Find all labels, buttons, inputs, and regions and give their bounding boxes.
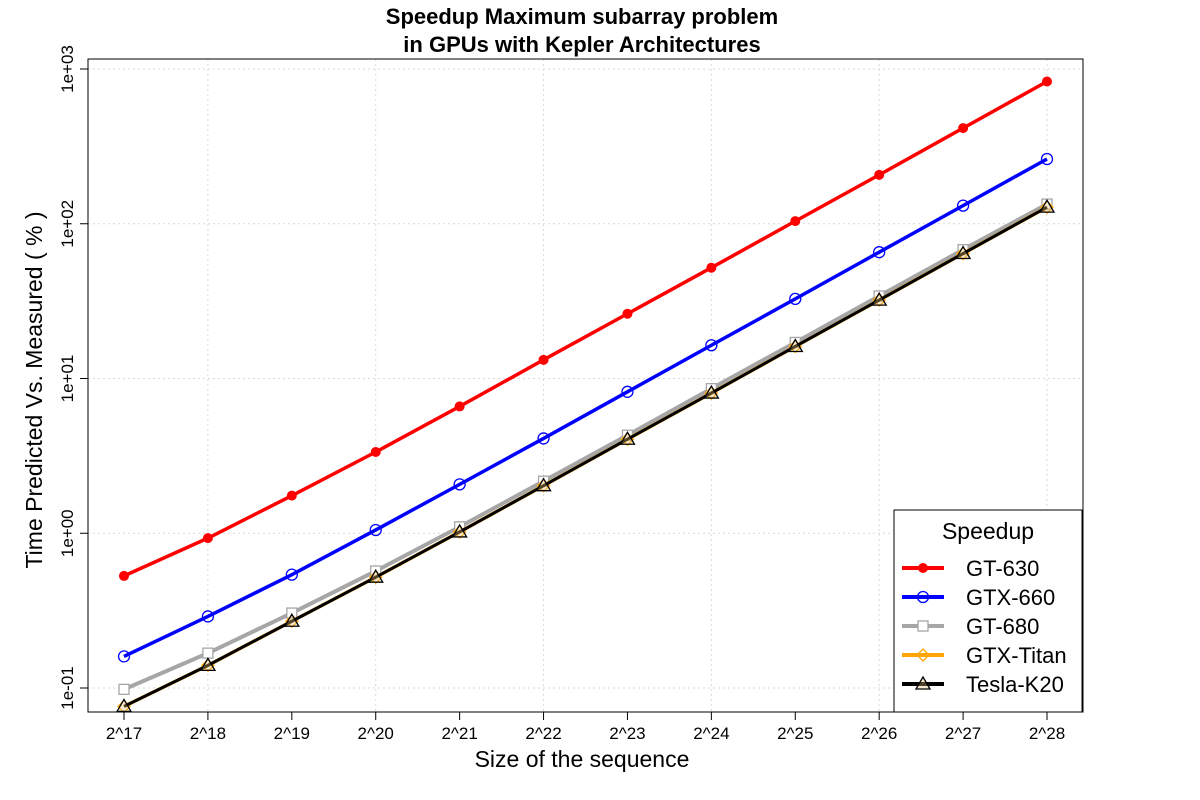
legend-label: GTX-660 [966,585,1055,610]
data-point [871,291,888,306]
series-gtx-660 [117,152,1054,663]
data-point [201,610,215,623]
x-tick-label: 2^20 [358,724,394,743]
y-tick-label: 1e+01 [58,355,77,403]
data-point [1038,198,1056,213]
data-point [619,430,636,445]
series-gt-630 [119,76,1052,581]
legend-label: Tesla-K20 [966,672,1064,697]
x-tick-label: 2^25 [777,724,813,743]
chart-title-line2: in GPUs with Kepler Architectures [403,32,760,57]
data-point [283,612,300,627]
data-point [119,570,129,581]
data-point [199,657,217,672]
data-point [117,650,131,663]
data-point [622,308,633,319]
series-line [123,157,1048,658]
data-point [286,490,297,501]
y-axis: 1e-01 1e+00 1e+01 1e+02 1e+03 [58,45,89,710]
x-axis-label: Size of the sequence [475,746,690,772]
x-tick-label: 2^28 [1029,724,1065,743]
data-point [538,354,549,365]
data-point [790,216,801,227]
y-axis-label: Time Predicted Vs. Measured ( % ) [21,211,47,568]
data-point [451,523,468,538]
data-point [873,246,886,259]
x-tick-label: 2^17 [106,724,142,743]
x-tick-label: 2^27 [945,724,981,743]
data-point [1042,76,1052,87]
data-point [787,338,804,353]
data-point [202,647,214,659]
legend-swatch-marker [918,563,928,573]
data-point [789,292,802,306]
data-point [367,568,384,583]
data-point [537,432,550,445]
data-point [454,401,465,412]
legend-item: Tesla-K20 [902,672,1064,697]
y-tick-label: 1e+03 [58,45,77,93]
data-point [202,533,213,544]
data-point [621,385,634,398]
legend-swatch-marker [916,590,930,604]
data-point [1040,152,1054,166]
data-point [535,477,552,492]
legend-item: GT-630 [902,556,1039,581]
legend-items: GT-630 GTX-660 GT-680 GTX-Titan Tesla-K20 [902,556,1067,697]
legend-title: Speedup [942,518,1034,544]
legend-box [893,509,1083,713]
y-tick-label: 1e+00 [58,509,77,557]
x-tick-label: 2^19 [274,724,310,743]
data-point [956,199,970,212]
series-line [123,79,1048,578]
data-point [954,245,972,260]
data-point [453,478,466,491]
x-tick-label: 2^21 [441,724,477,743]
data-point [370,446,381,457]
series-group [115,76,1056,714]
legend-item: GTX-Titan [902,643,1067,668]
x-tick-label: 2^18 [190,724,226,743]
x-axis: 2^17 2^18 2^19 2^20 2^21 2^22 2^23 2^24 2^25 2^26… [106,711,1065,743]
data-point [703,384,720,399]
data-point [285,568,298,581]
legend-item: GTX-660 [902,585,1055,610]
data-point [705,339,718,352]
legend-label: GT-630 [966,556,1039,581]
legend-swatch-marker [916,648,930,662]
data-point [1040,200,1054,215]
legend: Speedup GT-630 GTX-660 GT-680 GTX-Titan Tesl… [893,509,1083,713]
x-tick-label: 2^22 [525,724,561,743]
y-tick-label: 1e-01 [58,666,77,709]
data-point [369,523,382,537]
data-point [874,169,885,180]
data-point [706,262,717,273]
data-point [115,698,133,713]
legend-label: GT-680 [966,614,1039,639]
series-line [123,202,1048,692]
legend-item: GT-680 [902,614,1039,639]
series-line [123,205,1048,708]
x-tick-label: 2^23 [609,724,645,743]
series-tesla-k20 [115,198,1056,713]
legend-swatch-marker [917,620,929,632]
x-tick-label: 2^24 [693,724,729,743]
data-point [118,683,130,696]
data-point [958,123,969,134]
x-tick-label: 2^26 [861,724,897,743]
chart-title-line1: Speedup Maximum subarray problem [386,4,778,29]
y-tick-label: 1e+02 [58,200,77,248]
legend-label: GTX-Titan [966,643,1067,668]
legend-swatch-marker [914,675,932,690]
